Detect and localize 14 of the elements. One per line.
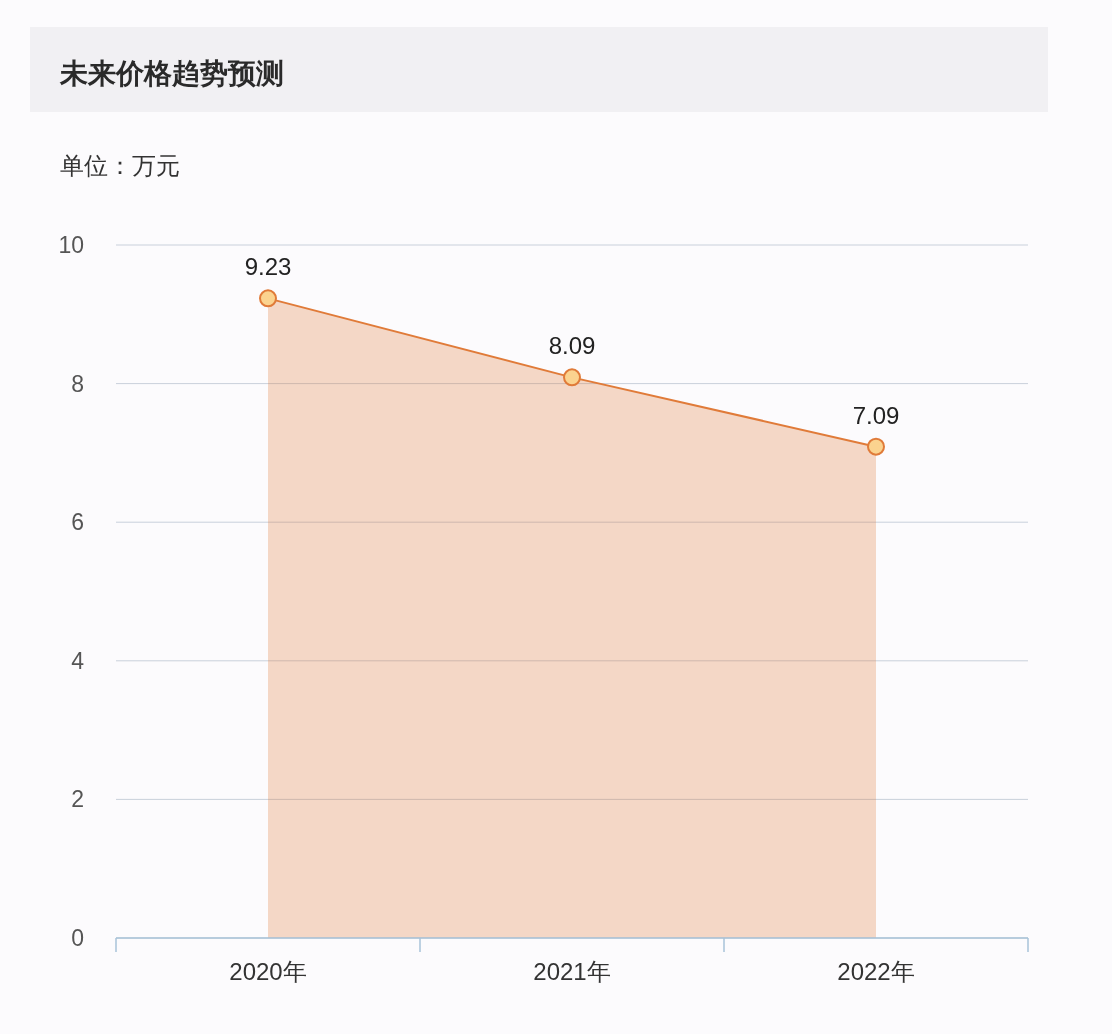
y-axis-title: 单位：万元 xyxy=(60,152,180,179)
x-tick-label: 2021年 xyxy=(533,958,611,985)
data-label: 7.09 xyxy=(852,401,900,429)
y-tick-label: 8 xyxy=(71,370,84,397)
x-tick-label: 2020年 xyxy=(229,958,307,985)
y-tick-label: 10 xyxy=(58,232,84,258)
chart-title: 未来价格趋势预测 xyxy=(59,58,284,89)
y-tick-label: 0 xyxy=(71,925,84,951)
y-tick-label: 4 xyxy=(71,647,85,674)
x-tick-label: 2022年 xyxy=(837,958,915,985)
y-tick-label: 6 xyxy=(71,509,84,536)
y-tick-label: 2 xyxy=(71,786,84,813)
data-label: 8.09 xyxy=(548,332,596,360)
data-label: 9.23 xyxy=(244,253,292,281)
